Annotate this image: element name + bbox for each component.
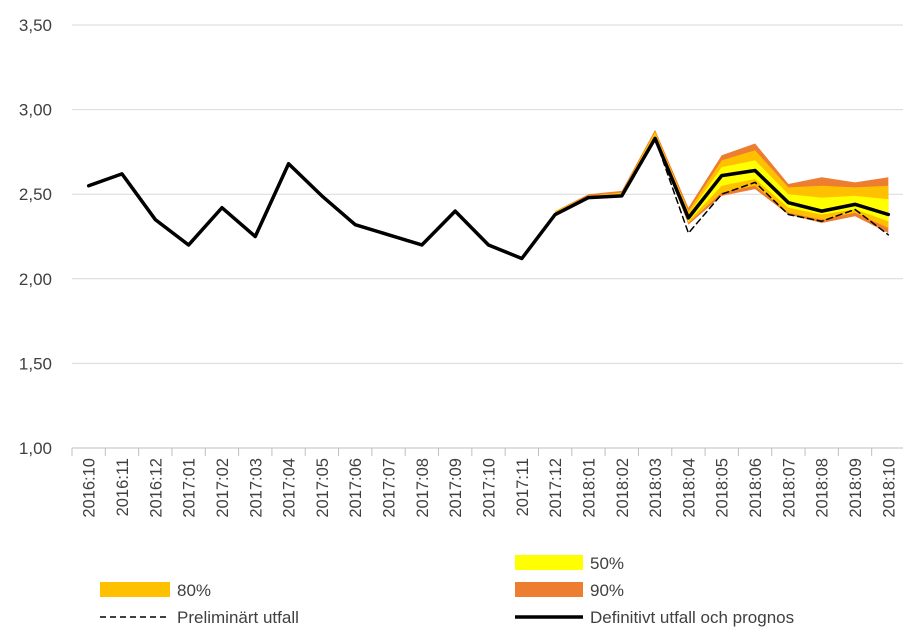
x-tick-label: 2018:06 [747,458,765,518]
y-axis-tick-labels: 1,00 1,50 2,00 2,50 3,00 3,50 [19,16,52,458]
x-tick-label: 2018:01 [580,458,598,518]
legend-label-80: 80% [177,581,211,600]
x-tick-label: 2017:08 [414,458,432,518]
legend-label-50: 50% [590,554,624,573]
x-tick-label: 2017:05 [314,458,332,518]
series-line-definitive [86,136,891,261]
x-tick-label: 2017:07 [381,458,399,518]
legend-swatch-50 [515,555,583,570]
x-tick-label: 2018:10 [880,458,898,518]
x-tick-label: 2018:02 [614,458,632,518]
x-tick-label: 2016:11 [114,458,132,516]
x-tick-label: 2017:09 [447,458,465,518]
y-tick-label: 2,00 [19,270,52,289]
y-tick-label: 3,00 [19,101,52,120]
x-tick-label: 2018:08 [814,458,832,518]
legend-swatch-90 [515,582,583,597]
x-tick-label: 2018:04 [680,458,698,518]
x-tick-label: 2017:10 [481,458,499,518]
x-tick-label: 2017:11 [514,458,532,516]
x-tick-label: 2018:09 [847,458,865,518]
legend-label-preliminary: Preliminärt utfall [177,608,299,627]
y-tick-label: 1,50 [19,354,52,373]
x-tick-label: 2018:03 [647,458,665,518]
x-tick-label: 2017:04 [281,458,299,518]
x-axis-tick-labels: 2016:10 2016:11 2016:12 2017:01 2017:02 2017:… [81,458,899,518]
x-tick-label: 2016:12 [147,458,165,518]
legend: 50% 80% 90% Preliminärt utfall Definitiv… [100,554,794,627]
x-tick-label: 2017:03 [247,458,265,518]
x-tick-label: 2016:10 [81,458,99,518]
legend-swatch-80 [100,582,170,597]
legend-label-90: 90% [590,581,624,600]
x-tick-label: 2017:02 [214,458,232,518]
x-tick-label: 2017:12 [547,458,565,518]
x-tick-label: 2018:05 [714,458,732,518]
series-lines [86,136,891,261]
y-tick-label: 2,50 [19,185,52,204]
legend-label-definitive: Definitivt utfall och prognos [590,608,794,627]
x-tick-label: 2017:01 [181,458,199,518]
y-tick-label: 1,00 [19,439,52,458]
confidence-bands [555,129,889,234]
x-axis [71,447,903,456]
y-tick-label: 3,50 [19,16,52,35]
x-tick-label: 2018:07 [780,458,798,518]
x-tick-label: 2017:06 [347,458,365,518]
gridlines [72,24,903,364]
